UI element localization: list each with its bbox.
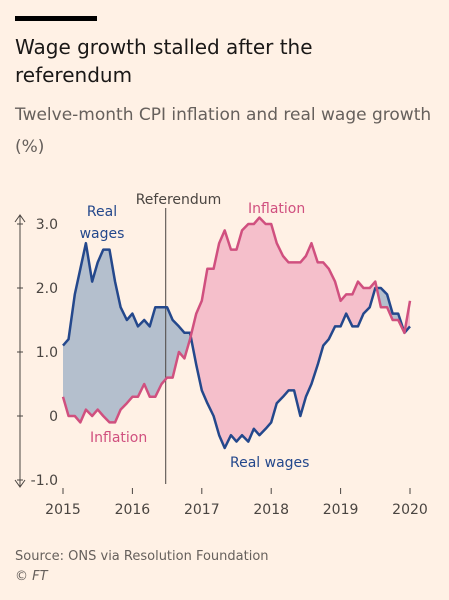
series-label: Real wages (230, 455, 309, 471)
y-tick-label: -1.0 (31, 473, 58, 489)
x-tick-label: 2019 (323, 502, 359, 518)
y-tick-label: 0 (49, 409, 58, 425)
source: Source: ONS via Resolution Foundation (15, 549, 269, 564)
series-label: Inflation (248, 201, 305, 217)
series-line (62, 241, 411, 450)
series-label: Real wages (79, 204, 125, 242)
credit: © FT (15, 569, 48, 584)
annotation-label: Referendum (136, 192, 222, 208)
x-tick-label: 2016 (115, 502, 151, 518)
series-line (61, 216, 412, 424)
axis-arrow (14, 214, 26, 223)
x-tick-label: 2015 (45, 502, 81, 518)
series-label: Inflation (90, 430, 147, 446)
x-tick-label: 2018 (253, 502, 289, 518)
y-tick-label: 2.0 (36, 281, 58, 297)
title-bar (15, 16, 97, 21)
chart-title: Wage growth stalled after the referendum (15, 35, 313, 87)
x-tick-label: 2020 (392, 502, 428, 518)
y-tick-label: 1.0 (36, 345, 58, 361)
chart-subtitle: Twelve-month CPI inflation and real wage… (15, 105, 432, 157)
y-tick-label: 3.0 (36, 217, 58, 233)
axis-arrow (14, 479, 26, 488)
x-tick-label: 2017 (184, 502, 220, 518)
